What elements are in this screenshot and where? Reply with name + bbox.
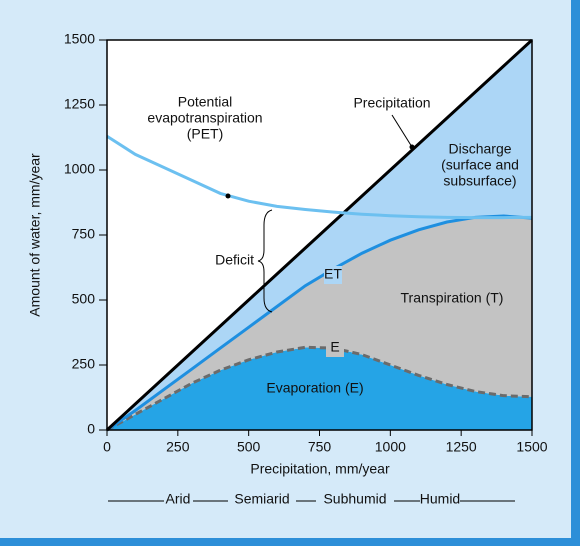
series-line bbox=[106, 214, 533, 432]
y-tick-label: 1250 bbox=[64, 96, 95, 112]
series-line bbox=[106, 134, 533, 220]
area bbox=[107, 347, 532, 430]
series-line bbox=[105, 38, 534, 432]
series-line bbox=[106, 345, 533, 432]
x-tick-label: 750 bbox=[308, 439, 332, 455]
area-label: Evaporation (E) bbox=[266, 380, 363, 396]
leader-dot bbox=[225, 193, 231, 199]
x-tick-label: 500 bbox=[237, 439, 261, 455]
series-label: ET bbox=[324, 266, 342, 282]
zone-label: Arid bbox=[166, 491, 191, 507]
zone-label: Subhumid bbox=[323, 491, 386, 507]
area-label: subsurface) bbox=[443, 173, 516, 189]
frame-bottom bbox=[0, 538, 580, 546]
x-tick-label: 1250 bbox=[446, 439, 477, 455]
leader-dot bbox=[409, 144, 415, 150]
y-tick-label: 250 bbox=[72, 356, 96, 372]
x-axis-label: Precipitation, mm/year bbox=[250, 461, 390, 477]
y-axis-label: Amount of water, mm/year bbox=[27, 153, 43, 317]
y-tick-label: 500 bbox=[72, 291, 96, 307]
label-background bbox=[324, 266, 342, 284]
frame-right bbox=[571, 0, 580, 546]
series-label: evapotranspiration bbox=[147, 110, 262, 126]
label-background bbox=[326, 339, 344, 357]
zone-label: Semiarid bbox=[234, 491, 289, 507]
plot bbox=[105, 38, 534, 432]
x-tick-label: 1000 bbox=[375, 439, 406, 455]
x-tick-label: 1500 bbox=[516, 439, 547, 455]
zone-label: Humid bbox=[420, 491, 460, 507]
y-tick-label: 1000 bbox=[64, 161, 95, 177]
series-label: E bbox=[330, 339, 339, 355]
x-tick-label: 0 bbox=[103, 439, 111, 455]
deficit-label: Deficit bbox=[215, 252, 254, 268]
area-label: Transpiration (T) bbox=[401, 290, 504, 306]
y-tick-label: 1500 bbox=[64, 31, 95, 47]
x-tick-label: 250 bbox=[166, 439, 190, 455]
area-label: (surface and bbox=[441, 157, 519, 173]
area-label: Discharge bbox=[448, 141, 511, 157]
deficit-brace bbox=[257, 209, 273, 313]
series-label: Precipitation bbox=[353, 95, 430, 111]
leader-line bbox=[391, 114, 413, 148]
series-label: (PET) bbox=[187, 126, 224, 142]
series-label: Potential bbox=[178, 94, 232, 110]
y-tick-label: 750 bbox=[72, 226, 96, 242]
y-tick-label: 0 bbox=[87, 421, 95, 437]
